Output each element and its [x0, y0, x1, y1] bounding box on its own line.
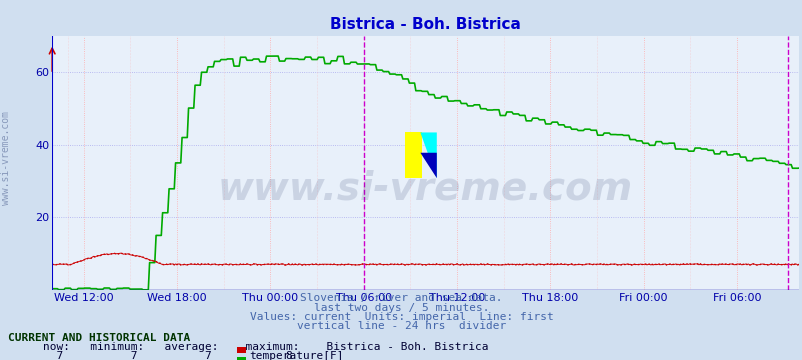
Title: Bistrica - Boh. Bistrica: Bistrica - Boh. Bistrica: [330, 17, 520, 32]
Polygon shape: [419, 132, 436, 178]
Text: temperature[F]: temperature[F]: [249, 351, 344, 360]
Text: vertical line - 24 hrs  divider: vertical line - 24 hrs divider: [297, 321, 505, 332]
Text: now:   minimum:   average:    maximum:    Bistrica - Boh. Bistrica: now: minimum: average: maximum: Bistrica…: [16, 342, 488, 352]
Text: 7          7          7           8: 7 7 7 8: [16, 351, 293, 360]
Text: last two days / 5 minutes.: last two days / 5 minutes.: [314, 303, 488, 313]
Polygon shape: [419, 153, 436, 178]
Text: Values: current  Units: imperial  Line: first: Values: current Units: imperial Line: fi…: [249, 312, 553, 322]
FancyBboxPatch shape: [405, 132, 421, 178]
Text: Slovenia / river and sea data.: Slovenia / river and sea data.: [300, 293, 502, 303]
Text: CURRENT AND HISTORICAL DATA: CURRENT AND HISTORICAL DATA: [8, 333, 190, 343]
Text: www.si-vreme.com: www.si-vreme.com: [217, 169, 633, 207]
Text: www.si-vreme.com: www.si-vreme.com: [1, 111, 10, 206]
